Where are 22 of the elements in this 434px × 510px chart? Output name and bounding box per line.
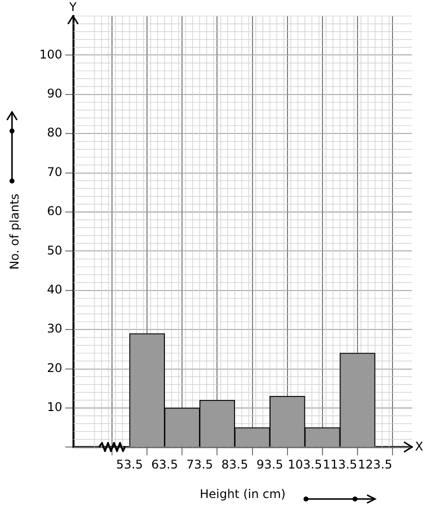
x-tick-label: 73.5 xyxy=(186,458,214,472)
text: X xyxy=(415,439,424,454)
x-tick-label: 103.5 xyxy=(288,458,322,472)
y-tick-label: 70 xyxy=(47,164,62,179)
x-tick-label: 93.5 xyxy=(256,458,284,472)
y-tick-label: 20 xyxy=(47,360,62,375)
y-tick-label: 10 xyxy=(47,400,62,414)
y-tick-label: 100 xyxy=(39,47,62,62)
y-tick-label: 80 xyxy=(47,126,62,140)
y-tick-label: 90 xyxy=(47,86,62,101)
y-tick-label: 50 xyxy=(47,243,62,258)
y-tick-label: 60 xyxy=(47,204,62,218)
y-tick-label: 40 xyxy=(47,282,62,297)
x-tick-label: 83.5 xyxy=(221,458,248,472)
y-tick-label: 30 xyxy=(47,322,62,336)
x-axis-title: Height (in cm) xyxy=(200,486,286,501)
x-tick-label: 113.5 xyxy=(322,458,358,472)
x-tick-label: 53.5 xyxy=(116,458,143,472)
text: Y xyxy=(68,0,78,14)
x-tick-label: 63.5 xyxy=(151,458,178,472)
y-axis-title: No. of plants xyxy=(7,194,22,270)
x-tick-label: 123.5 xyxy=(358,458,392,472)
